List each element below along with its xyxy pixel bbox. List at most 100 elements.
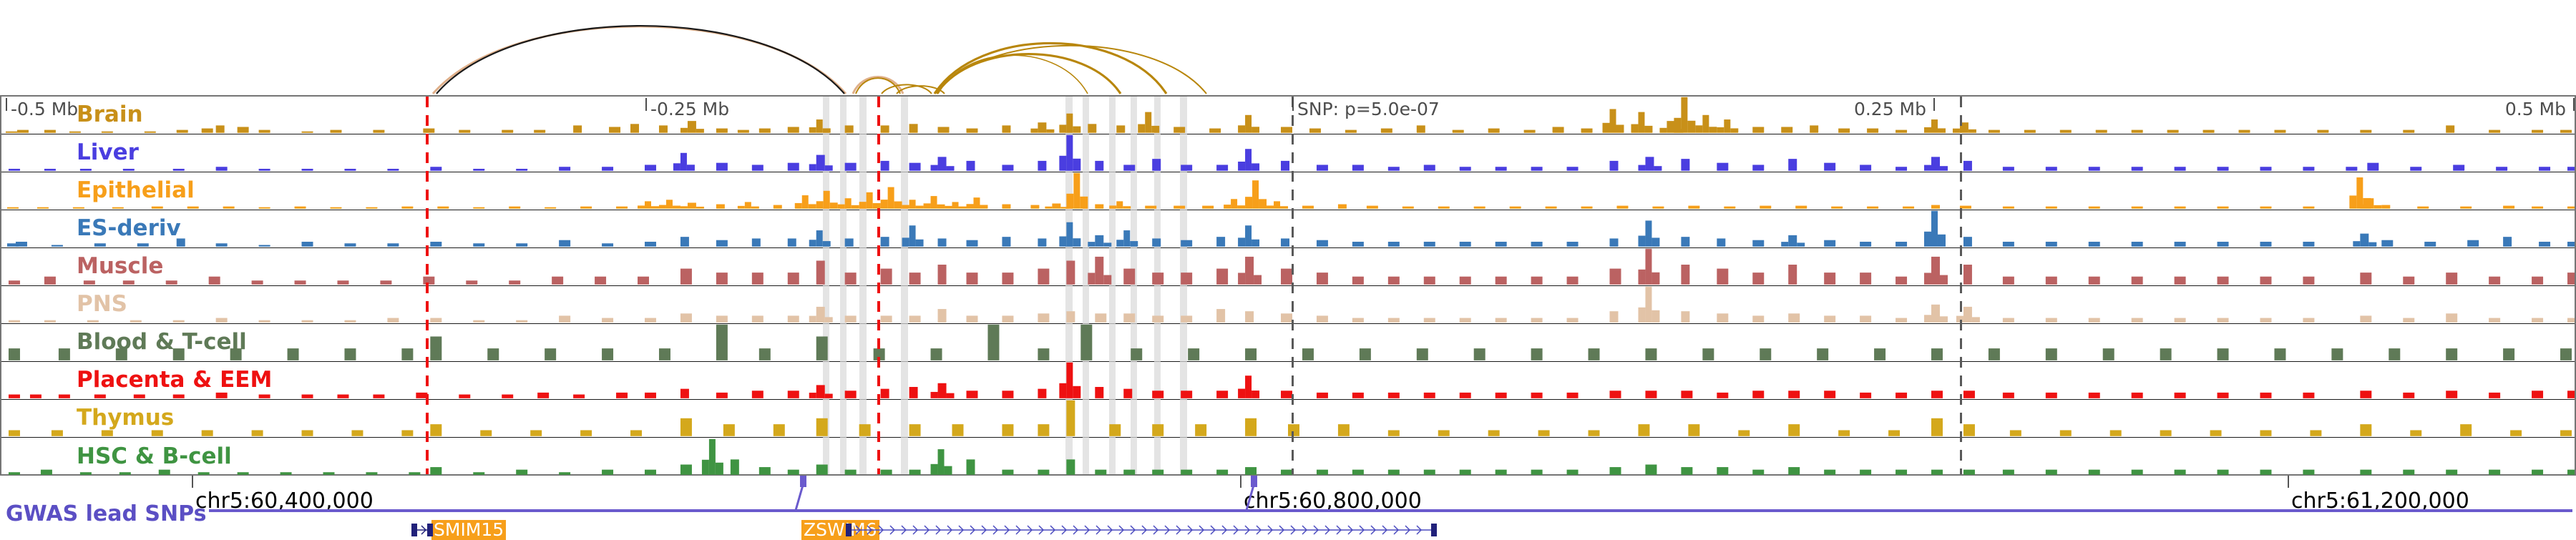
signal-bar: [509, 280, 521, 285]
signal-bar: [401, 206, 414, 209]
signal-bar: [1316, 469, 1328, 475]
loop-arc: [431, 25, 847, 94]
gene-strand-arrow: [1118, 525, 1125, 535]
signal-bar: [1609, 109, 1616, 133]
gene-strand-arrow: [1267, 525, 1274, 535]
signal-bar: [909, 162, 921, 171]
signal-bar: [809, 315, 816, 323]
signal-bar: [1931, 304, 1940, 323]
signal-bar: [645, 241, 656, 247]
signal-bar: [1797, 242, 1805, 247]
signal-bar: [751, 165, 763, 171]
signal-bar: [1860, 273, 1872, 285]
signal-bar: [1387, 430, 1400, 436]
signal-bar: [1337, 424, 1350, 436]
signal-bar: [1059, 124, 1067, 133]
signal-bar: [1038, 160, 1047, 171]
signal-bar: [1002, 391, 1014, 398]
signal-bar: [930, 463, 938, 475]
signal-bar: [1095, 235, 1104, 247]
signal-bar: [816, 154, 825, 171]
signal-bar: [51, 430, 63, 436]
signal-bar: [2539, 241, 2551, 247]
gene-label-smim15[interactable]: SMIM15: [431, 520, 507, 540]
signal-bar: [751, 206, 759, 209]
signal-bar: [459, 129, 471, 133]
signal-bar: [351, 430, 364, 436]
signal-bar: [258, 320, 270, 323]
signal-bar: [1252, 163, 1260, 171]
signal-bar: [1602, 122, 1610, 133]
signal-bar: [2567, 318, 2575, 323]
signal-bar: [1609, 391, 1621, 398]
signal-bar: [1216, 309, 1226, 323]
signal-bar: [937, 383, 947, 398]
gwas-lead-snp-marker[interactable]: [800, 476, 806, 487]
signal-bar: [1931, 418, 1943, 436]
signal-bar: [1073, 158, 1081, 171]
signal-bar: [2202, 129, 2215, 133]
signal-bar: [330, 207, 342, 209]
signal-bar: [287, 348, 299, 360]
signal-bar: [844, 273, 857, 285]
signal-bar: [2260, 167, 2272, 171]
signal-bar: [1216, 268, 1229, 285]
signal-bar: [58, 348, 70, 360]
track-list: Brain Liver Epithelial ES-deriv Muscle PNS Blo…: [1, 97, 2575, 476]
signal-bar: [816, 119, 823, 133]
signal-track[interactable]: Blood & T-cell: [1, 324, 2575, 362]
signal-bar: [1652, 237, 1660, 247]
signal-bar: [1702, 348, 1714, 360]
signal-bar: [1645, 248, 1652, 285]
signal-bar: [2088, 318, 2100, 323]
signal-bar: [680, 418, 692, 436]
signal-bar: [2002, 276, 2014, 285]
gene-strand-arrow: [1359, 525, 1365, 535]
gene-strand-arrow: [924, 525, 930, 535]
signal-bar: [730, 459, 739, 475]
signal-bar: [2002, 469, 2014, 475]
signal-bar: [1588, 348, 1600, 360]
signal-bar: [1352, 318, 1364, 323]
signal-bar: [751, 273, 763, 285]
signal-bar: [1831, 206, 1843, 209]
signal-bar: [1459, 241, 1471, 247]
signal-bar: [1060, 207, 1069, 209]
signal-track[interactable]: Placenta & EEM: [1, 362, 2575, 400]
signal-bar: [1152, 424, 1164, 436]
signal-bar: [2503, 237, 2512, 247]
signal-track[interactable]: Muscle: [1, 248, 2575, 286]
signal-bar: [645, 469, 656, 475]
signal-bar: [337, 280, 349, 285]
signal-bar: [473, 472, 485, 475]
signal-bar: [1724, 206, 1736, 209]
signal-bar: [1988, 348, 2000, 360]
gene-exon: [1431, 524, 1437, 536]
gene-body-smim15[interactable]: [411, 521, 433, 539]
signal-bar: [2045, 206, 2057, 209]
signal-bar: [2360, 233, 2369, 247]
signal-track[interactable]: ES-deriv: [1, 210, 2575, 248]
signal-track[interactable]: Epithelial: [1, 172, 2575, 210]
signal-bar: [8, 430, 20, 436]
signal-bar: [2460, 206, 2472, 209]
signal-track[interactable]: Liver: [1, 134, 2575, 172]
signal-bar: [459, 394, 471, 398]
signal-bar: [2303, 469, 2315, 475]
signal-track[interactable]: HSC & B-cell: [1, 438, 2575, 476]
signal-track[interactable]: PNS: [1, 286, 2575, 324]
signal-bar: [1896, 276, 1908, 285]
signal-track[interactable]: Thymus: [1, 400, 2575, 438]
signal-histogram: [1, 247, 2575, 285]
signal-bar: [1337, 204, 1347, 209]
gwas-lead-snp-marker[interactable]: [1251, 476, 1257, 487]
signal-histogram: [1, 172, 2575, 210]
signal-bar: [2260, 469, 2272, 475]
signal-bar: [258, 169, 270, 171]
signal-bar: [573, 394, 585, 398]
signal-bar: [909, 273, 921, 285]
gene-strand-arrow: [1004, 525, 1010, 535]
gene-body-zswim6[interactable]: [846, 521, 1437, 539]
signal-track[interactable]: Brain: [1, 97, 2575, 134]
signal-bar: [844, 391, 857, 398]
